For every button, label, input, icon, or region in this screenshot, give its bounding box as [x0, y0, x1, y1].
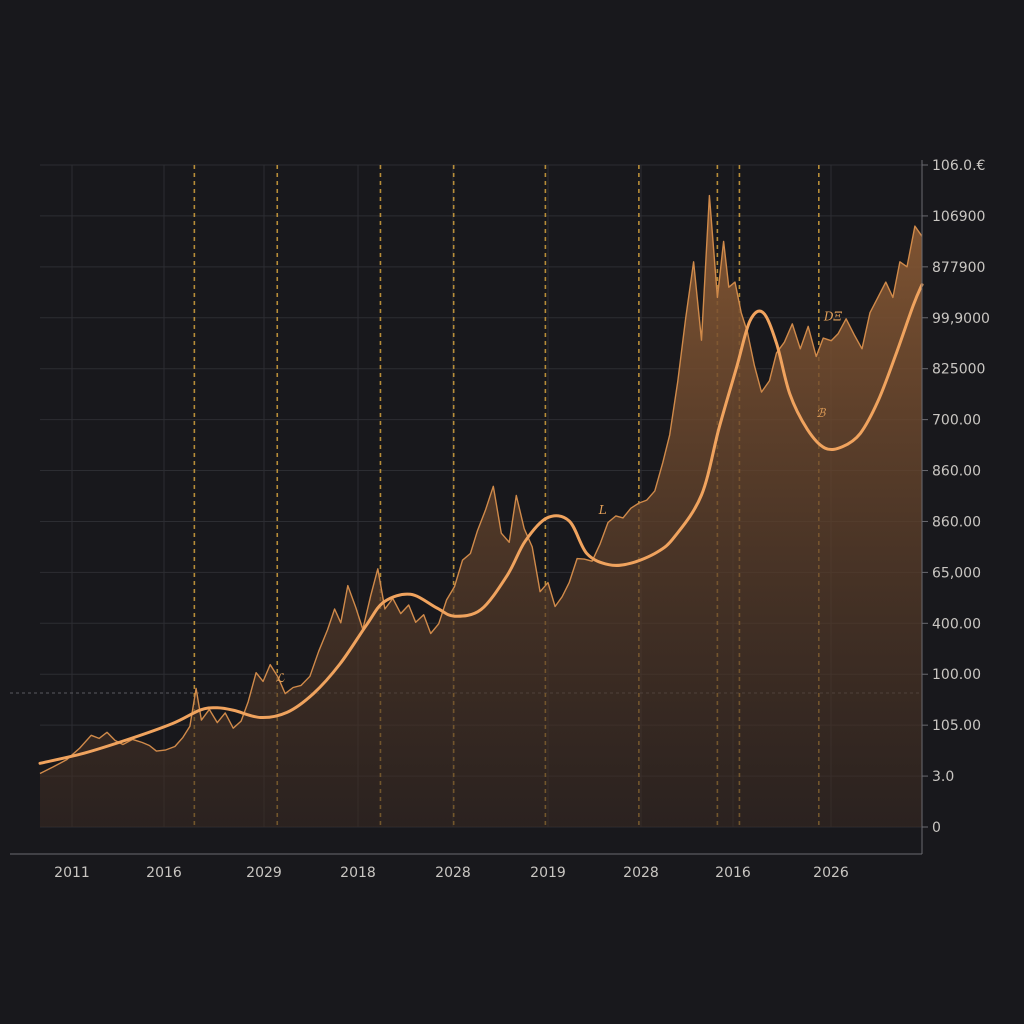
chart-annotation: ℬ [816, 406, 827, 420]
x-tick-label: 2026 [813, 865, 849, 881]
y-tick-label: 105.00 [932, 718, 981, 734]
x-tick-label: 2018 [340, 865, 376, 881]
y-axis-ticks: 0 3.0 105.00 100.00 400.00 65,000 860.00 860.00… [922, 158, 990, 836]
series-line-smooth [38, 283, 924, 765]
x-axis-ticks: 2011 2016 2029 2018 2028 2019 2028 2016 2026 [54, 865, 849, 881]
x-tick-label: 2028 [623, 865, 659, 881]
y-tick-label: 860.00 [932, 514, 981, 530]
series-lines [38, 194, 924, 775]
y-tick-label: 100.00 [932, 667, 981, 683]
annotations: ℒ L ℬ DΞ [276, 309, 843, 685]
chart-annotation: DΞ [823, 309, 843, 323]
y-tick-label: 860.00 [932, 464, 981, 480]
y-tick-label: 825000 [932, 362, 985, 378]
chart-annotation: L [598, 503, 607, 517]
y-tick-label: 700.00 [932, 413, 981, 429]
x-tick-label: 2019 [530, 865, 566, 881]
axes [10, 160, 923, 855]
y-tick-label: 65,000 [932, 565, 981, 581]
chart-annotation: ℒ [276, 671, 285, 685]
y-tick-label: 400.00 [932, 616, 981, 632]
x-tick-label: 2029 [246, 865, 282, 881]
y-tick-label: 877900 [932, 260, 985, 276]
x-tick-label: 2016 [146, 865, 182, 881]
x-tick-label: 2011 [54, 865, 90, 881]
x-tick-label: 2016 [715, 865, 751, 881]
area-fill [40, 195, 922, 828]
y-tick-label: 0 [932, 820, 941, 836]
series-area [40, 195, 922, 828]
y-tick-label: 106900 [932, 209, 985, 225]
y-tick-label: 99,9000 [932, 311, 990, 327]
y-tick-label: 106.0.€ [932, 158, 985, 174]
y-tick-label: 3.0 [932, 769, 954, 785]
x-tick-label: 2028 [435, 865, 471, 881]
